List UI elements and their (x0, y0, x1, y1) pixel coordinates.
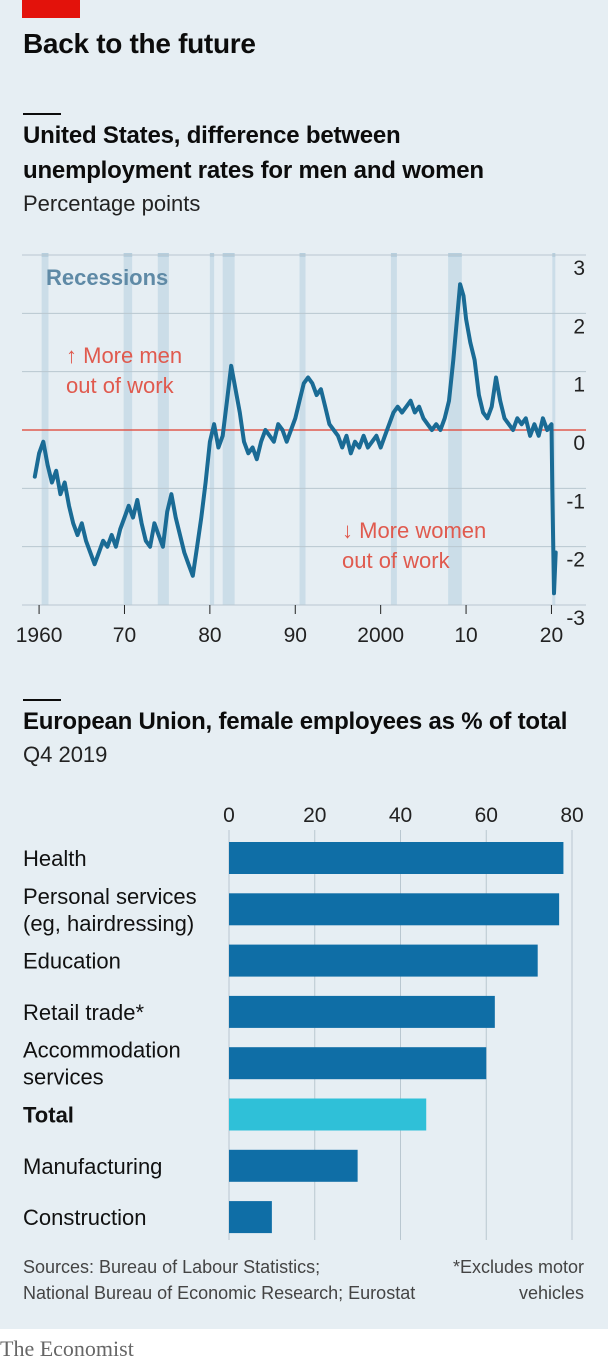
x-tick-label: 70 (113, 624, 136, 647)
annotation-more-men-line2: out of work (66, 373, 175, 398)
x-tick-label: 20 (303, 804, 326, 827)
x-tick-label: 80 (560, 804, 583, 827)
y-tick-label: -3 (566, 607, 585, 630)
footnote-line2: vehicles (518, 1283, 584, 1303)
x-tick-label: 1960 (16, 624, 63, 647)
category-label: Accommodation (23, 1038, 181, 1063)
chart1-rule (23, 113, 61, 115)
y-tick-label: 3 (573, 257, 585, 280)
x-tick-label: 2000 (357, 624, 404, 647)
annotation-more-men-line1: ↑ More men (66, 343, 182, 368)
x-tick-label: 40 (389, 804, 412, 827)
chart1-title-line1: United States, difference between (23, 122, 401, 149)
annotation-more-women-line1: ↓ More women (342, 518, 486, 543)
y-tick-label: -2 (566, 549, 585, 572)
bar (229, 893, 560, 926)
y-tick-label: 1 (573, 374, 585, 397)
bar (229, 842, 564, 874)
chart2-rule (23, 699, 61, 701)
x-tick-label: 20 (540, 624, 563, 647)
bar-chart: 0 20 40 60 80 Health Personal services(eg, ha… (23, 804, 584, 1240)
series-line (32, 282, 558, 596)
category-label: Health (23, 846, 87, 871)
bar (229, 944, 538, 977)
recessions-label: Recessions (46, 265, 168, 290)
annotation-more-women-line2: out of work (342, 548, 451, 573)
x-tick-label: 90 (284, 624, 307, 647)
category-label: Retail trade* (23, 1000, 145, 1025)
chart1-unit: Percentage points (23, 191, 201, 216)
source-line2: National Bureau of Economic Research; Eu… (23, 1283, 416, 1303)
category-label: Personal services (23, 884, 197, 909)
brand-red-tag (22, 0, 80, 18)
y-tick-label: 0 (573, 432, 585, 455)
page-title: Back to the future (23, 28, 256, 59)
footnote-line1: *Excludes motor (452, 1257, 584, 1277)
x-tick-label: 60 (475, 804, 498, 827)
x-tick-label: 0 (223, 804, 235, 827)
category-label: services (23, 1065, 104, 1090)
bar (229, 1098, 427, 1131)
bar (229, 1201, 272, 1234)
chart2-unit: Q4 2019 (23, 742, 108, 767)
bar (229, 995, 495, 1028)
category-label: (eg, hairdressing) (23, 911, 194, 936)
x-tick-label: 10 (454, 624, 477, 647)
category-label: Education (23, 949, 121, 974)
chart1-title-line2: unemployment rates for men and women (23, 157, 484, 184)
y-tick-label: 2 (573, 315, 585, 338)
bar (229, 1149, 358, 1182)
chart2-title: European Union, female employees as % of… (23, 708, 568, 735)
source-line1: Sources: Bureau of Labour Statistics; (23, 1257, 321, 1277)
y-tick-label: -1 (566, 490, 585, 513)
bar (229, 1047, 487, 1080)
x-tick-label: 80 (198, 624, 221, 647)
category-label: Construction (23, 1205, 147, 1230)
category-label: Total (23, 1103, 74, 1128)
brand-logo: The Economist (0, 1336, 134, 1361)
category-label: Manufacturing (23, 1154, 162, 1179)
